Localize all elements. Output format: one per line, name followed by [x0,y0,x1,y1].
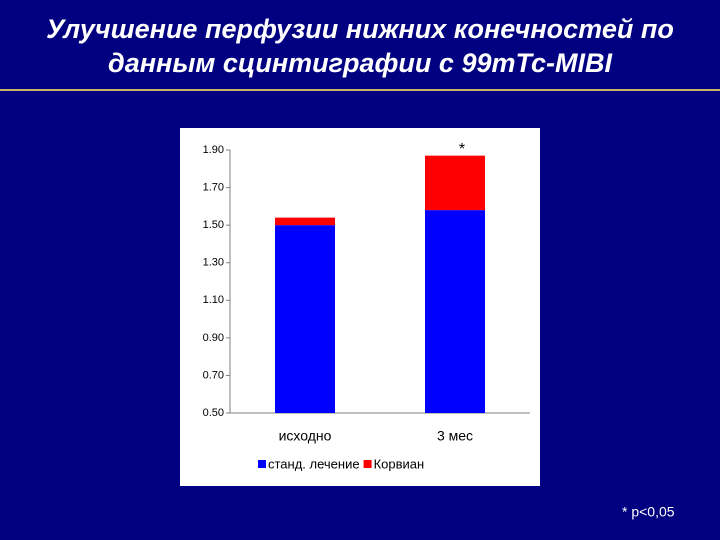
annotation: * [459,141,465,158]
bar-segment [425,155,485,211]
y-tick-label: 0.50 [203,407,224,419]
y-tick-label: 1.90 [203,144,224,156]
bar-segment [425,210,485,413]
slide-title: Улучшение перфузии нижних конечностей по… [46,14,674,78]
y-tick-label: 0.70 [203,369,224,381]
legend-swatch [258,460,266,468]
x-tick-label: исходно [279,428,332,444]
y-tick-label: 1.10 [203,294,224,306]
bar-segment [275,225,335,413]
y-tick-label: 1.50 [203,219,224,231]
legend-label: Корвиан [374,456,425,471]
bar-segment [275,217,335,226]
footnote: * p<0,05 [622,504,675,520]
y-tick-label: 1.70 [203,181,224,193]
y-tick-label: 0.90 [203,332,224,344]
x-tick-label: 3 мес [437,428,473,444]
legend-swatch [363,460,372,468]
y-tick-label: 1.30 [203,257,224,269]
chart-panel [180,128,540,486]
legend-label: станд. лечение [268,456,360,471]
